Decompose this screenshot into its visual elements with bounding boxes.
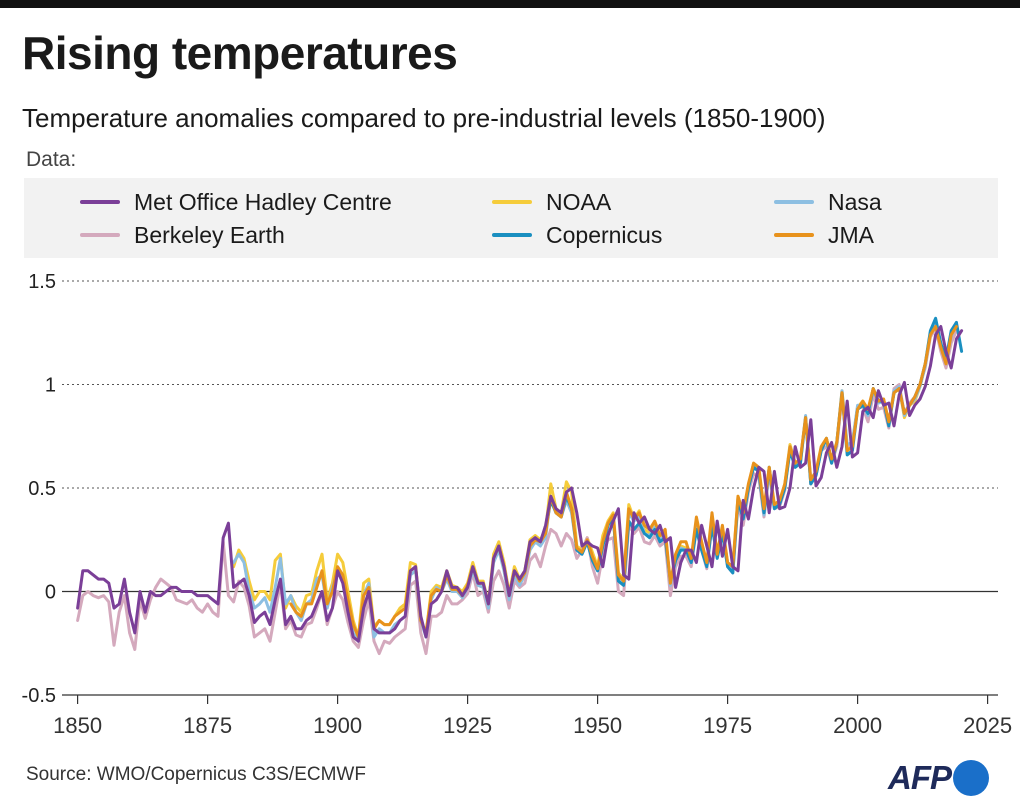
source-note: Source: WMO/Copernicus C3S/ECMWF [26, 764, 366, 785]
series-line-copernicus [544, 316, 964, 587]
legend-label-berkeley-earth: Berkeley Earth [134, 221, 285, 248]
legend-label-copernicus: Copernicus [546, 221, 663, 248]
top-rule [0, 0, 1020, 8]
y-tick-label: 0.5 [28, 478, 56, 500]
y-tick-label: 1.5 [28, 271, 56, 293]
x-tick-label: 1975 [703, 713, 752, 738]
afp-logo-dot [953, 760, 989, 796]
x-tick-label: 1925 [443, 713, 492, 738]
y-tick-label: 1 [45, 375, 56, 397]
y-tick-label: 0 [45, 582, 56, 604]
legend-label-noaa: NOAA [546, 188, 612, 215]
legend-item-nasa: Nasa [774, 187, 882, 217]
x-tick-label: 1950 [573, 713, 622, 738]
legend-swatch-copernicus [492, 233, 532, 237]
series-line-met-office-hadley-centre [76, 325, 964, 643]
series-line-jma [289, 325, 958, 639]
series-line-noaa [232, 323, 958, 639]
legend-title: Data: [26, 148, 77, 171]
x-tick-label: 2025 [963, 713, 1012, 738]
x-tick-label: 1900 [313, 713, 362, 738]
afp-logo: AFP [888, 756, 989, 800]
legend-swatch-jma [774, 233, 814, 237]
axes: -0.5 0 0.5 1 1.5 1850 1875 1900 1925 1950 1975 2000… [22, 271, 1013, 738]
legend-item-berkeley-earth: Berkeley Earth [80, 220, 285, 250]
legend: Met Office Hadley Centre Berkeley Earth … [24, 178, 998, 258]
chart-subtitle: Temperature anomalies compared to pre-in… [22, 103, 826, 133]
legend-swatch-berkeley-earth [80, 233, 120, 237]
legend-item-jma: JMA [774, 220, 874, 250]
x-tick-label: 1875 [183, 713, 232, 738]
legend-label-nasa: Nasa [828, 188, 882, 215]
chart-title: Rising temperatures [22, 27, 458, 79]
y-tick-label: -0.5 [22, 685, 56, 707]
series-line-berkeley-earth [76, 327, 958, 656]
afp-logo-text: AFP [888, 759, 952, 796]
x-tick-label: 2000 [833, 713, 882, 738]
legend-swatch-noaa [492, 200, 532, 204]
legend-item-noaa: NOAA [492, 187, 611, 217]
legend-label-jma: JMA [828, 221, 874, 248]
legend-swatch-met-office [80, 200, 120, 204]
temperature-chart: -0.5 0 0.5 1 1.5 1850 1875 1900 1925 1950 1975 2000… [22, 271, 1013, 738]
legend-label-met-office: Met Office Hadley Centre [134, 188, 392, 215]
series-lines [76, 316, 964, 656]
legend-swatch-nasa [774, 200, 814, 204]
legend-item-met-office: Met Office Hadley Centre [80, 187, 392, 217]
x-tick-label: 1850 [53, 713, 102, 738]
series-line-nasa [232, 320, 958, 643]
legend-item-copernicus: Copernicus [492, 220, 662, 250]
